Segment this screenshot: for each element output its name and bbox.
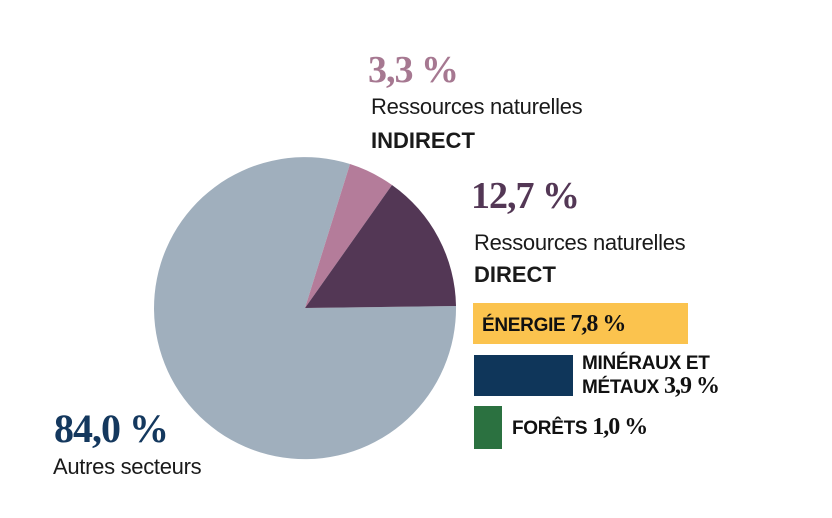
forests-name: FORÊTS: [512, 418, 588, 439]
pie-slice-direct: [305, 185, 456, 308]
indirect-percent: 3,3 %: [368, 49, 459, 91]
bar-minerals-label: MINÉRAUX ET MÉTAUX 3,9 %: [582, 353, 720, 399]
indirect-label-line2: INDIRECT: [371, 128, 475, 153]
other-label: Autres secteurs: [53, 454, 202, 479]
bar-energy: [473, 303, 688, 344]
energy-name: ÉNERGIE: [482, 315, 566, 336]
forests-percent: 1,0 %: [592, 414, 648, 440]
energy-percent: 7,8 %: [570, 311, 626, 337]
bar-forests: [474, 406, 502, 449]
minerals-name-line2: MÉTAUX: [582, 377, 660, 398]
bar-energy-label: ÉNERGIE 7,8 %: [482, 306, 626, 344]
minerals-percent: 3,9 %: [664, 373, 720, 399]
direct-label-line2: DIRECT: [474, 262, 556, 287]
bar-minerals: [474, 355, 573, 396]
pie-slice-indirect: [305, 164, 392, 308]
pie-slice-other: [154, 157, 457, 460]
other-percent: 84,0 %: [54, 406, 169, 451]
indirect-label-line1: Ressources naturelles: [371, 94, 583, 119]
minerals-name-line1: MINÉRAUX ET: [582, 353, 710, 374]
bar-forests-label: FORÊTS 1,0 %: [512, 410, 648, 446]
direct-percent: 12,7 %: [471, 175, 580, 217]
direct-label-line1: Ressources naturelles: [474, 230, 686, 255]
